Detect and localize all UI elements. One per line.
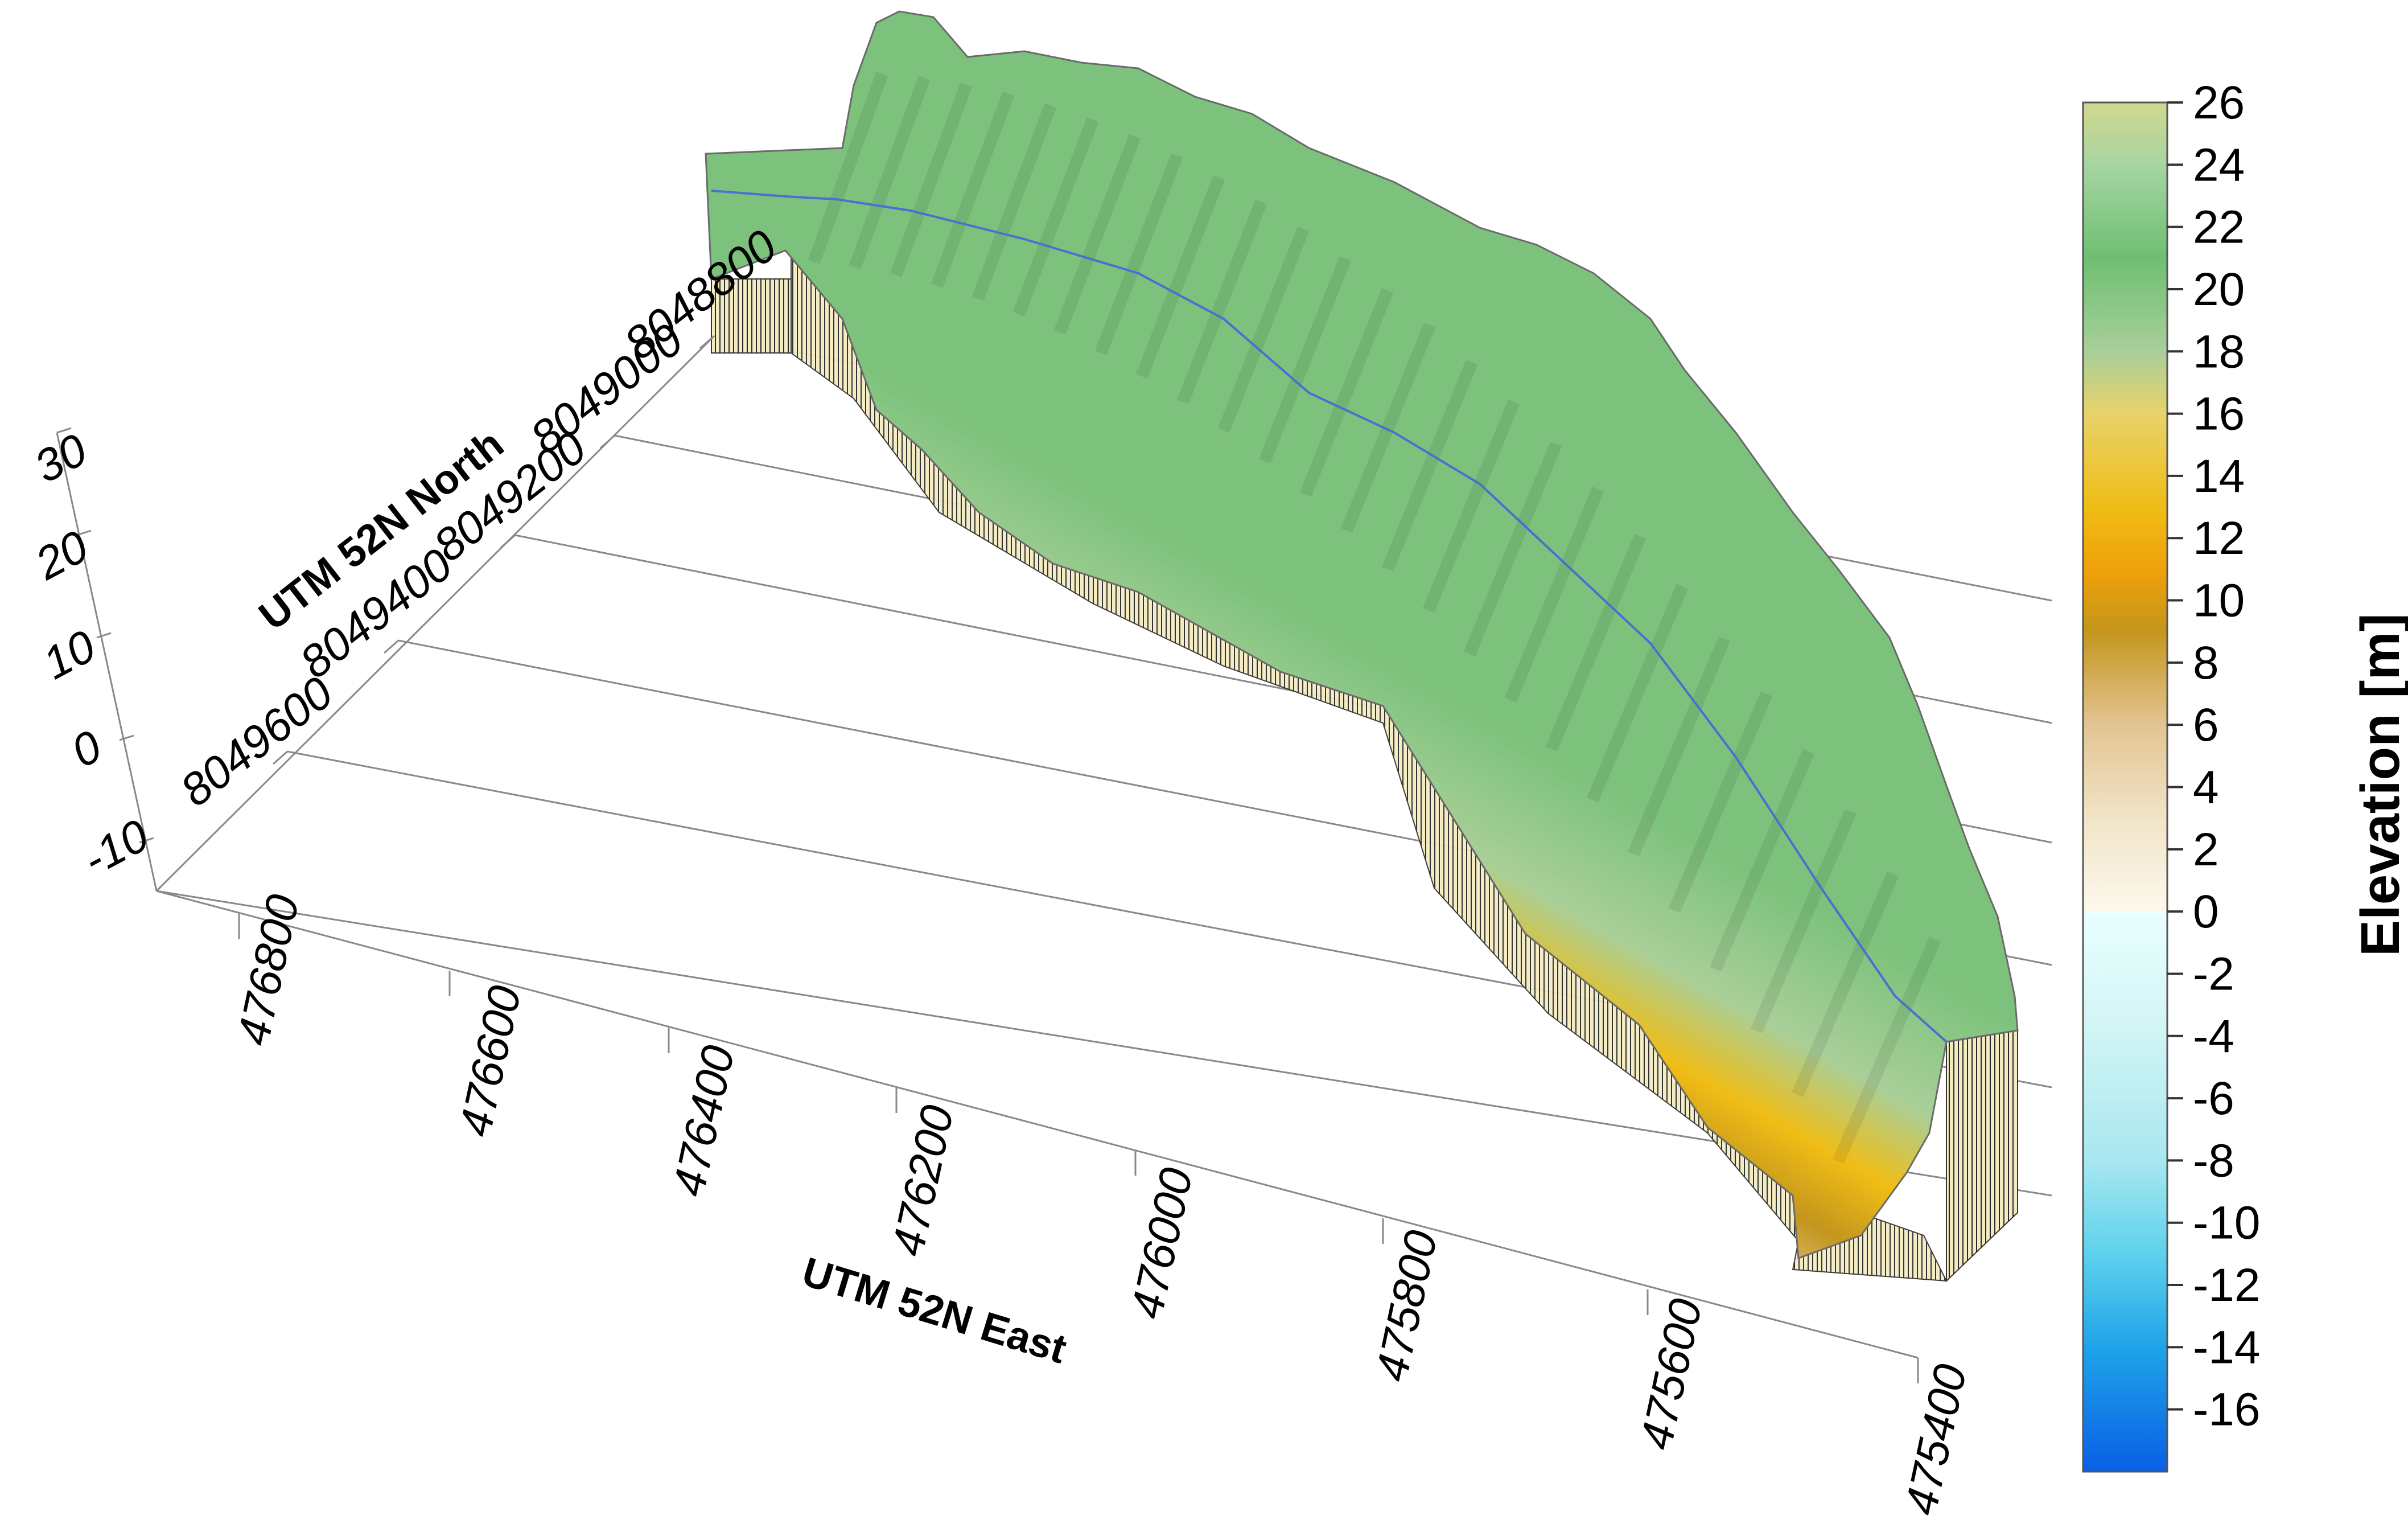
z-tick-mark	[119, 734, 134, 741]
relief-shading	[1586, 584, 1689, 803]
x-tick-label: 476200	[882, 1101, 964, 1260]
colorbar-tick-label: -8	[2193, 1135, 2234, 1186]
relief-shading	[972, 103, 1057, 301]
x-axis-title: UTM 52N East	[797, 1249, 1072, 1373]
relief-shading	[1258, 256, 1352, 464]
z-tick-mark	[76, 529, 92, 536]
relief-shading	[1545, 533, 1647, 751]
relief-shading	[1463, 442, 1562, 656]
z-axis-line	[56, 432, 158, 892]
y-axis-line	[155, 335, 715, 892]
relief-shading	[1135, 175, 1225, 379]
relief-shading	[1422, 399, 1520, 613]
x-tick-label: 476600	[450, 981, 531, 1141]
relief-shading	[1340, 322, 1436, 533]
colorbar-tick-label: 10	[2193, 575, 2245, 627]
z-tick-label: 0	[63, 721, 109, 777]
end-wall	[1946, 1029, 2018, 1283]
colorbar-tick-label: 18	[2193, 326, 2245, 377]
colorbar-tick-label: -14	[2193, 1321, 2261, 1373]
relief-shading	[1832, 936, 1941, 1164]
z-tick-mark	[139, 837, 154, 844]
relief-shading	[1381, 360, 1478, 572]
relief-shading	[890, 82, 973, 278]
colorbar-tick-label: -10	[2193, 1197, 2261, 1249]
relief-shading	[1176, 199, 1267, 405]
colorbar-tick-label: -2	[2193, 948, 2234, 1000]
colorbar-tick-label: 26	[2193, 77, 2245, 129]
relief-shading	[1094, 153, 1183, 356]
relief-shading	[1053, 134, 1141, 335]
z-tick-mark	[96, 632, 112, 639]
colorbar-tick-label: 12	[2193, 512, 2245, 564]
z-tick-label: -10	[75, 810, 157, 885]
relief-shading	[849, 76, 931, 270]
z-axis-ticks: 30 20 10 0 -10	[26, 424, 157, 885]
y-tick-mark	[699, 335, 715, 350]
z-tick-mark	[56, 427, 72, 434]
relief-shading	[1217, 226, 1310, 433]
terrain-surface	[705, 10, 2019, 1283]
y-tick-mark	[273, 750, 288, 765]
relief-shading	[1012, 117, 1099, 317]
colorbar-tick-label: -6	[2193, 1073, 2234, 1124]
y-tick-mark	[384, 639, 399, 654]
x-tick-label: 475800	[1366, 1226, 1447, 1386]
axis-layer	[56, 335, 1919, 1383]
colorbar-tick-label: 22	[2193, 202, 2245, 253]
x-tick-label: 475600	[1631, 1295, 1712, 1454]
colorbar-tick-label: 2	[2193, 824, 2219, 876]
colorbar-ticks: 26242220181614121086420-2-4-6-8-10-12-14…	[2167, 77, 2261, 1436]
relief-shading	[1504, 486, 1604, 703]
x-tick-label: 476000	[1121, 1164, 1203, 1323]
colorbar: 26242220181614121086420-2-4-6-8-10-12-14…	[2082, 77, 2408, 1473]
colorbar-tick-label: 8	[2193, 637, 2219, 689]
x-axis-line	[156, 890, 1919, 1359]
colorbar-tick-label: 0	[2193, 886, 2219, 938]
relief-shading	[1299, 288, 1394, 498]
y-tick-label: 8049600	[171, 667, 342, 816]
relief-shading	[1627, 636, 1731, 857]
colorbar-tick-label: -12	[2193, 1259, 2261, 1311]
colorbar-tick-label: 24	[2193, 139, 2245, 191]
colorbar-tick-label: -16	[2193, 1384, 2261, 1436]
y-tick-mark	[500, 534, 516, 549]
y-tick-mark	[600, 434, 615, 449]
relief-shading	[1750, 809, 1857, 1033]
z-tick-label: 10	[35, 621, 103, 689]
shoreline-contour	[711, 190, 1948, 1043]
relief-shading	[1668, 691, 1773, 913]
colorbar-gradient	[2082, 101, 2168, 1473]
colorbar-tick-label: 14	[2193, 450, 2245, 502]
z-tick-label: 20	[27, 521, 96, 590]
colorbar-tick-label: -4	[2193, 1011, 2234, 1062]
colorbar-tick-label: 6	[2193, 699, 2219, 751]
terrain-mesh	[705, 10, 2019, 1260]
colorbar-tick-label: 4	[2193, 762, 2219, 814]
z-tick-label: 30	[26, 424, 94, 492]
colorbar-tick-label: 20	[2193, 264, 2245, 315]
y-axis-ticks: 8048800 8049000 8049200 8049400 8049600	[171, 220, 786, 816]
relief-shading	[931, 91, 1015, 288]
colorbar-tick-label: 16	[2193, 388, 2245, 440]
x-tick-label: 475400	[1895, 1360, 1977, 1519]
relief-shading	[1709, 749, 1815, 972]
relief-shading	[1791, 872, 1899, 1098]
relief-shading	[808, 72, 888, 264]
colorbar-title: Elevation [m]	[2350, 613, 2408, 956]
x-tick-label: 476400	[663, 1041, 744, 1201]
